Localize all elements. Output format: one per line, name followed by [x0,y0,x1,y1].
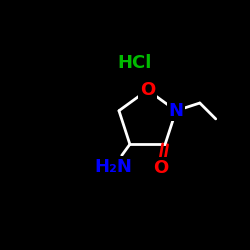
Text: O: O [154,159,169,177]
Text: H₂N: H₂N [95,158,133,176]
Text: N: N [168,102,184,120]
Text: HCl: HCl [118,54,152,72]
Text: O: O [140,81,155,99]
